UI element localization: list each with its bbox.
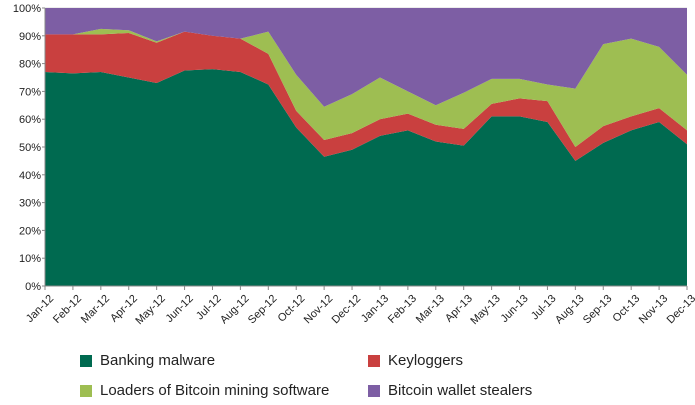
area-series-loaders-of-bitcoin-mining-software bbox=[45, 28, 687, 148]
legend-label: Keyloggers bbox=[388, 352, 464, 369]
y-tick-label: 60% bbox=[19, 114, 41, 126]
y-axis-ticks: 0% 10% 20% 30% 40% 50% 60% 70% 80% 90% 100% bbox=[13, 3, 45, 293]
area-series-banking-malware bbox=[45, 69, 687, 286]
area-series bbox=[45, 8, 687, 286]
x-tick-label: Feb-13 bbox=[386, 293, 419, 326]
y-tick-label: 50% bbox=[19, 142, 41, 154]
y-tick-label: 10% bbox=[19, 253, 41, 265]
x-tick-label: Dec-12 bbox=[330, 293, 364, 327]
x-tick-label: Jan-12 bbox=[24, 293, 56, 325]
legend-label: Loaders of Bitcoin mining software bbox=[100, 382, 330, 399]
x-tick-label: May-13 bbox=[468, 293, 502, 327]
y-tick-label: 0% bbox=[25, 281, 41, 293]
x-tick-label: Feb-12 bbox=[51, 293, 84, 326]
legend-swatch bbox=[80, 384, 92, 397]
y-tick-label: 90% bbox=[19, 31, 41, 43]
x-tick-label: Sep-13 bbox=[581, 293, 615, 327]
legend-item-bitcoin-mining-loaders: Loaders of Bitcoin mining software bbox=[80, 382, 329, 399]
chart-legend: Banking malware Keyloggers Loaders of Bi… bbox=[80, 348, 660, 404]
legend-label: Bitcoin wallet stealers bbox=[388, 382, 533, 399]
x-tick-label: Mar-13 bbox=[414, 293, 447, 326]
x-tick-label: Jun-12 bbox=[164, 293, 196, 325]
y-tick-label: 30% bbox=[19, 198, 41, 210]
legend-item-banking-malware: Banking malware bbox=[80, 352, 215, 369]
y-tick-label: 40% bbox=[19, 170, 41, 182]
legend-swatch bbox=[368, 384, 380, 397]
x-tick-label: Dec-13 bbox=[665, 293, 695, 327]
y-tick-label: 100% bbox=[13, 3, 41, 15]
x-tick-label: Aug-13 bbox=[553, 293, 587, 327]
x-tick-label: Mar-12 bbox=[79, 293, 112, 326]
area-series-bitcoin-wallet-stealers bbox=[45, 8, 687, 107]
x-tick-label: Aug-12 bbox=[218, 293, 252, 327]
x-tick-label: Nov-12 bbox=[302, 293, 336, 327]
legend-swatch bbox=[368, 354, 380, 367]
legend-item-bitcoin-wallet-stealers: Bitcoin wallet stealers bbox=[368, 382, 532, 399]
legend-item-keyloggers: Keyloggers bbox=[368, 352, 463, 369]
x-tick-label: May-12 bbox=[133, 293, 167, 327]
x-tick-label: Nov-13 bbox=[637, 293, 671, 327]
y-tick-label: 80% bbox=[19, 59, 41, 71]
x-tick-label: Jun-13 bbox=[498, 293, 530, 325]
y-tick-label: 70% bbox=[19, 86, 41, 98]
legend-label: Banking malware bbox=[100, 352, 216, 369]
legend-swatch bbox=[80, 354, 92, 367]
x-axis-ticks: Jan-12Feb-12Mar-12Apr-12May-12Jun-12Jul-… bbox=[24, 286, 695, 327]
y-tick-label: 20% bbox=[19, 225, 41, 237]
area-series-keyloggers bbox=[45, 31, 687, 161]
x-tick-label: Jan-13 bbox=[359, 293, 391, 325]
x-tick-label: Sep-12 bbox=[246, 293, 280, 327]
